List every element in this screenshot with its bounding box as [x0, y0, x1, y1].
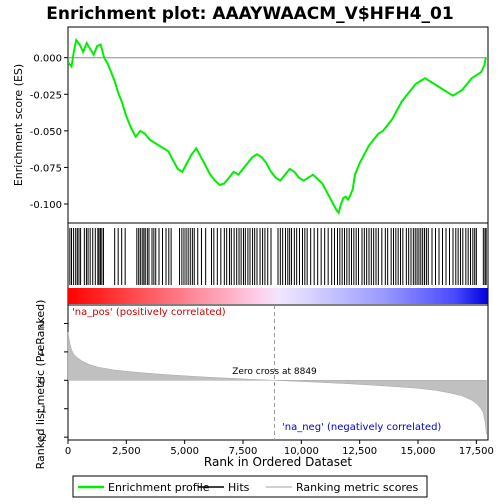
rank-x-axis-label: Rank in Ordered Dataset — [204, 455, 352, 469]
rank-x-tick-label: 0 — [65, 446, 71, 457]
legend-label: Ranking metric scores — [296, 481, 418, 494]
legend-item: Ranking metric scores — [266, 481, 418, 494]
legend: Enrichment profile Hits Ranking metric sco… — [78, 481, 418, 494]
rank-color-bar — [68, 288, 488, 304]
legend-item: Hits — [198, 481, 250, 494]
ranking-metric-area — [67, 331, 487, 435]
metric-y-axis-label: Ranked list metric (PreRanked) — [34, 300, 47, 470]
metric-y-ticks: 2 1 0 -1 -2 — [37, 319, 68, 444]
es-y-axis-label: Enrichment score (ES) — [12, 64, 25, 186]
negative-correlation-label: 'na_neg' (negatively correlated) — [282, 422, 441, 433]
rank-x-tick-label: 10,000 — [284, 446, 319, 457]
metric-y-tick-label: -2 — [37, 433, 47, 444]
es-panel-frame — [67, 26, 489, 224]
rank-x-tick-label: 7,500 — [229, 446, 258, 457]
positive-correlation-label: 'na_pos' (positively correlated) — [72, 307, 226, 318]
es-y-ticks: 0.000 -0.025 -0.050 -0.075 -0.100 — [30, 54, 68, 211]
metric-y-tick-label: 2 — [39, 319, 45, 330]
metric-y-tick-label: -1 — [37, 405, 47, 416]
legend-label: Hits — [228, 481, 250, 494]
rank-x-ticks: 0 2,500 5,000 7,500 10,000 12,500 15,000 17,500 — [65, 440, 494, 457]
rank-x-tick-label: 5,000 — [170, 446, 199, 457]
es-y-tick-label: 0.000 — [33, 54, 62, 65]
legend-item: Enrichment profile — [78, 481, 210, 494]
legend-label: Enrichment profile — [108, 481, 210, 494]
metric-y-tick-label: 0 — [39, 376, 45, 387]
enrichment-profile-line — [68, 37, 487, 215]
legend-box — [72, 475, 428, 498]
chart-title: Enrichment plot: AAAYWAACM_V$HFH4_01 — [46, 4, 453, 24]
es-y-tick-label: -0.075 — [30, 163, 62, 174]
metric-y-tick-label: 1 — [39, 348, 45, 359]
es-y-tick-label: -0.050 — [30, 127, 62, 138]
zero-cross-label: Zero cross at 8849 — [232, 367, 317, 377]
es-y-tick-label: -0.025 — [30, 90, 62, 101]
rank-x-tick-label: 2,500 — [112, 446, 141, 457]
rank-x-tick-label: 12,500 — [342, 446, 377, 457]
rank-x-tick-label: 17,500 — [459, 446, 494, 457]
hits-group — [69, 228, 487, 285]
es-y-tick-label: -0.100 — [30, 200, 62, 211]
rank-x-tick-label: 15,000 — [401, 446, 436, 457]
